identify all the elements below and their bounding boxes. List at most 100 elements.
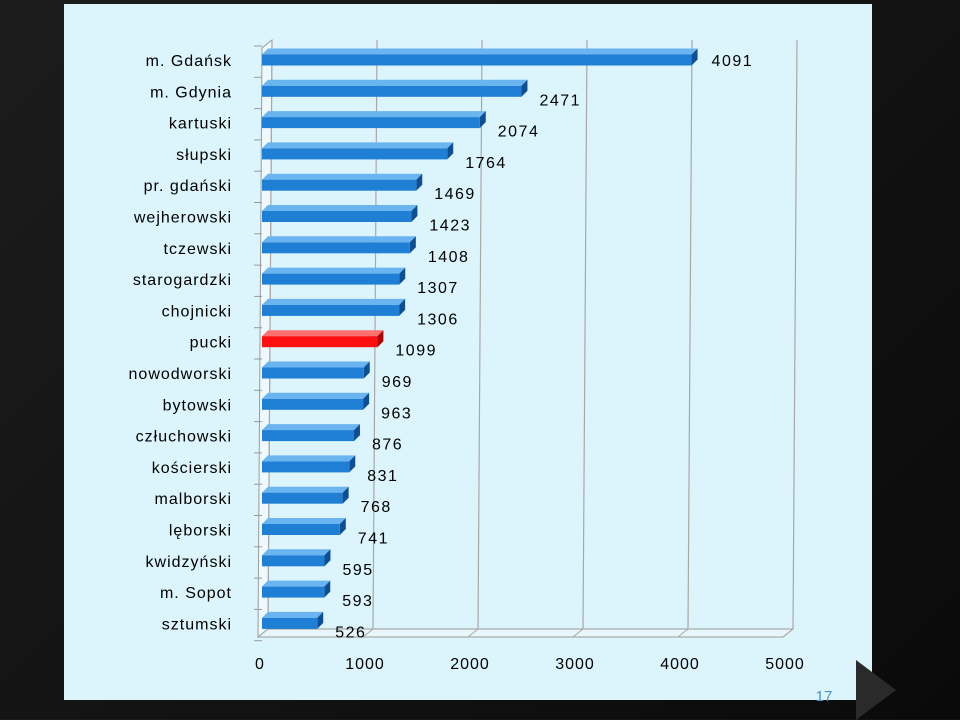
data-label: 1469 — [434, 186, 476, 203]
bar-side — [377, 330, 384, 348]
bar-top — [262, 205, 418, 211]
category-label: nowodworski — [129, 366, 232, 383]
page-number: 17 — [815, 688, 833, 705]
category-label: m. Gdynia — [150, 84, 232, 101]
bar-top — [262, 518, 346, 524]
data-label: 1306 — [417, 311, 459, 328]
category-label: m. Gdańsk — [146, 53, 232, 70]
category-label: malborski — [155, 491, 232, 508]
bar-side — [691, 48, 698, 66]
bar-side — [349, 455, 356, 473]
bar-side — [521, 79, 528, 97]
data-label: 1307 — [417, 280, 459, 297]
decorative-corner — [856, 660, 896, 720]
gridline — [792, 39, 798, 630]
back-wall — [262, 40, 797, 48]
data-label: 1764 — [465, 155, 507, 172]
bar-top — [262, 236, 416, 243]
x-tick-label: 1000 — [345, 656, 385, 673]
bar-side — [339, 518, 346, 535]
bar — [262, 492, 343, 504]
data-label: 831 — [367, 468, 398, 485]
bar-top — [262, 361, 370, 368]
gridline — [687, 39, 693, 630]
bar-side — [409, 236, 416, 254]
bar — [262, 398, 364, 410]
data-label: 2074 — [498, 124, 540, 141]
bar — [262, 273, 400, 285]
data-label: 593 — [342, 593, 373, 610]
category-label: chojnicki — [162, 303, 232, 320]
bar — [262, 148, 448, 160]
bar-top — [262, 580, 331, 587]
bar-top — [262, 267, 406, 274]
bar — [262, 211, 412, 222]
bar-side — [416, 173, 423, 191]
bar — [262, 430, 354, 442]
bar — [262, 336, 378, 348]
floor-gridline — [257, 628, 269, 638]
floor-gridline — [362, 628, 374, 638]
category-label: człuchowski — [136, 429, 232, 446]
bar-side — [342, 486, 349, 504]
bar-top — [262, 611, 324, 618]
bar — [262, 179, 417, 191]
bar — [262, 85, 522, 97]
x-tick-label: 0 — [255, 656, 265, 673]
category-label: starogardzki — [133, 272, 232, 289]
category-label: kościerski — [152, 460, 232, 477]
category-label: kartuski — [169, 116, 232, 133]
category-label: pr. gdański — [144, 178, 232, 195]
category-label: kwidzyński — [146, 554, 232, 571]
category-label: tczewski — [164, 241, 232, 258]
bar-top — [262, 424, 360, 431]
bar-side — [399, 267, 406, 285]
data-label: 526 — [335, 624, 366, 641]
data-label: 876 — [372, 437, 403, 454]
gridline — [582, 39, 588, 630]
category-label: wejherowski — [133, 210, 232, 227]
bar — [262, 304, 400, 316]
x-tick-label: 3000 — [555, 656, 595, 673]
bar-top — [262, 111, 486, 118]
data-label: 741 — [358, 531, 389, 548]
bar-top — [262, 142, 454, 149]
category-label: sztumski — [162, 616, 232, 633]
bar-top — [262, 455, 356, 462]
bar-side — [324, 580, 331, 598]
bar — [262, 524, 340, 535]
floor-gridline — [467, 628, 479, 638]
floor-gridline — [572, 628, 584, 638]
category-label: słupski — [176, 147, 232, 164]
category-label: m. Sopot — [160, 585, 232, 602]
bar-side — [353, 424, 360, 442]
floor-gridline — [677, 628, 689, 638]
bar — [262, 242, 410, 254]
bar-top — [262, 298, 406, 305]
category-label: bytowski — [163, 397, 232, 414]
bar-top — [262, 48, 698, 55]
data-label: 595 — [342, 562, 373, 579]
x-tick-label: 2000 — [450, 656, 490, 673]
x-tick-label: 5000 — [765, 656, 805, 673]
floor-gridline — [782, 628, 794, 638]
data-label: 1423 — [429, 218, 471, 235]
data-label: 1408 — [428, 249, 470, 266]
bar-side — [363, 392, 370, 410]
gridline — [477, 39, 483, 630]
bar-top — [262, 79, 528, 86]
x-tick-label: 4000 — [660, 656, 700, 673]
category-label: lęborski — [169, 523, 232, 540]
bar-top — [262, 330, 384, 337]
bar-side — [447, 142, 454, 160]
bar — [262, 54, 692, 66]
bar-side — [317, 611, 324, 629]
bar-side — [324, 549, 331, 567]
bar — [262, 555, 325, 567]
bar-top — [262, 392, 370, 399]
bar-top — [262, 173, 423, 180]
bar — [262, 117, 480, 129]
data-label: 969 — [382, 374, 413, 391]
bar — [262, 367, 364, 379]
